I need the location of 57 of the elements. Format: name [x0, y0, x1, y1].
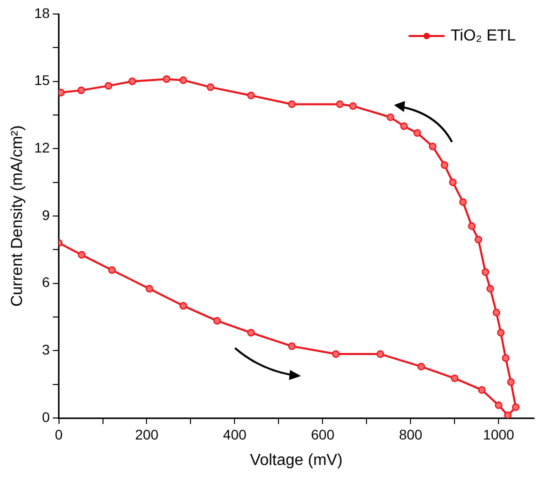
point — [58, 88, 65, 96]
point — [486, 284, 494, 293]
y-tick-label: 0 — [42, 408, 50, 425]
point — [440, 161, 448, 169]
point — [512, 403, 520, 412]
point — [507, 378, 515, 386]
point — [482, 268, 490, 276]
x-axis-title: Voltage (mV) — [250, 452, 343, 469]
point — [78, 251, 86, 259]
point — [247, 92, 255, 100]
point — [504, 412, 512, 418]
point — [428, 142, 436, 150]
point — [288, 100, 296, 108]
point — [206, 83, 214, 91]
y-axis-title: Current Density (mA/cm²) — [9, 125, 26, 307]
point — [336, 100, 344, 108]
point — [492, 308, 500, 316]
x-tick-label: 400 — [223, 426, 247, 442]
point — [146, 284, 154, 293]
y-tick-label: 15 — [34, 72, 50, 88]
point — [332, 350, 340, 358]
point — [288, 342, 296, 350]
point — [179, 76, 188, 84]
point — [247, 328, 255, 337]
point — [108, 266, 116, 274]
point — [417, 362, 425, 370]
point — [413, 129, 422, 137]
x-tick-label: 200 — [135, 426, 159, 442]
y-tick-label: 9 — [42, 206, 50, 223]
point — [77, 86, 86, 94]
point — [468, 222, 476, 230]
point — [349, 102, 357, 110]
y-tick-label: 12 — [34, 140, 50, 156]
x-tick-label: 0 — [54, 426, 63, 442]
x-tick-label: 600 — [310, 426, 335, 442]
x-tick-label: 800 — [398, 426, 423, 442]
point — [494, 401, 502, 410]
legend-label: TiO₂ ETL — [450, 27, 516, 44]
point — [104, 82, 112, 90]
point — [162, 75, 170, 83]
y-tick-label: 18 — [34, 4, 50, 21]
point — [478, 386, 486, 394]
point — [213, 317, 221, 325]
x-tick-label: 1000 — [483, 426, 514, 442]
point — [449, 178, 457, 186]
y-tick-label: 3 — [42, 342, 50, 358]
point — [386, 113, 394, 122]
point — [400, 122, 408, 130]
point — [179, 302, 188, 310]
y-tick-label: 6 — [42, 274, 50, 290]
point — [497, 328, 505, 337]
point — [450, 374, 458, 382]
point — [459, 198, 467, 206]
point — [502, 354, 510, 362]
point — [376, 350, 384, 358]
point — [128, 78, 136, 86]
point — [474, 236, 482, 244]
